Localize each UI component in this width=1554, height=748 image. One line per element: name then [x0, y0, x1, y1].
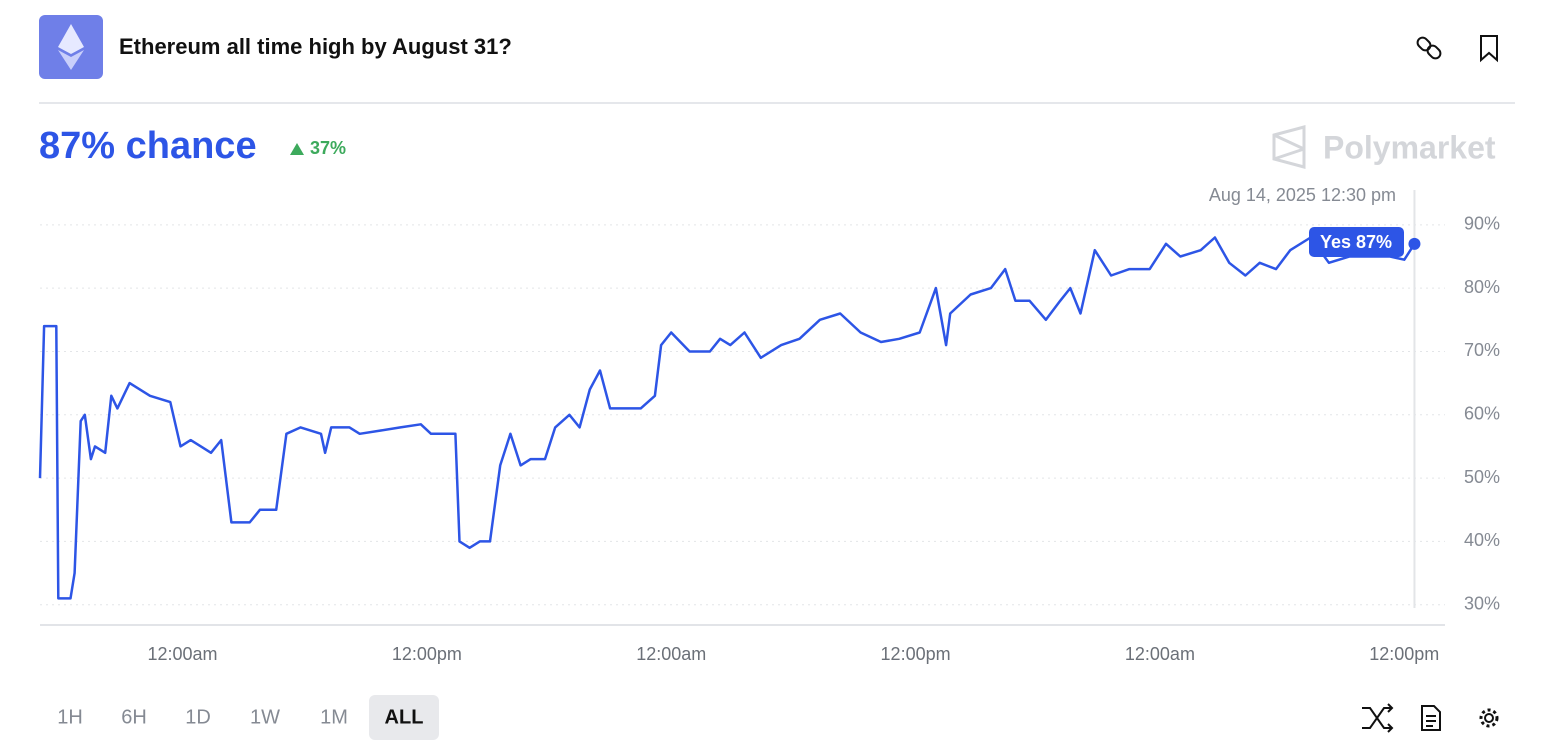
controls: 1H 6H 1D 1W 1M ALL [57, 695, 439, 740]
eth-logo-top [58, 24, 84, 54]
document-icon[interactable] [1421, 705, 1441, 731]
eth-logo-bottom [58, 50, 84, 70]
settings-icon[interactable] [1479, 708, 1499, 728]
range-selected [369, 695, 439, 740]
range-button[interactable]: 6H [121, 706, 147, 728]
y-tick-label: 60% [1464, 404, 1500, 424]
change: 37% [310, 138, 346, 158]
x-tick-label: 12:00pm [392, 644, 462, 664]
brand: Polymarket [1323, 129, 1496, 165]
range-button[interactable]: 1D [185, 706, 211, 728]
y-tick-label: 30% [1464, 593, 1500, 613]
hover-label: Yes 87% [1320, 232, 1392, 252]
brand-logo [1272, 125, 1306, 169]
x-tick-label: 12:00am [636, 644, 706, 664]
y-tick-label: 90% [1464, 214, 1500, 234]
y-tick-label: 40% [1464, 530, 1500, 550]
hover-label-box [1309, 227, 1404, 257]
hover-time: Aug 14, 2025 12:30 pm [1209, 185, 1396, 205]
bookmark-icon[interactable] [1480, 35, 1498, 63]
range-button[interactable]: 1M [320, 706, 348, 728]
y-tick-label: 50% [1464, 467, 1500, 487]
x-tick-label: 12:00am [1125, 644, 1195, 664]
range-button[interactable]: ALL [385, 706, 424, 728]
y-tick-label: 70% [1464, 340, 1500, 360]
title: Ethereum all time high by August 31? [119, 34, 512, 59]
line [38, 236, 1416, 600]
x-tick-label: 12:00pm [1369, 644, 1439, 664]
hover-dot [1408, 237, 1421, 250]
up-arrow [290, 143, 304, 155]
range-button[interactable]: 1H [57, 706, 83, 728]
y-tick-label: 80% [1464, 277, 1500, 297]
x-tick-label: 12:00pm [881, 644, 951, 664]
link-icon[interactable] [1416, 36, 1443, 61]
shuffle-icon[interactable] [1362, 703, 1394, 733]
range-button[interactable]: 1W [250, 706, 280, 728]
headline: 87% chance [39, 125, 257, 167]
x-tick-label: 12:00am [148, 644, 218, 664]
